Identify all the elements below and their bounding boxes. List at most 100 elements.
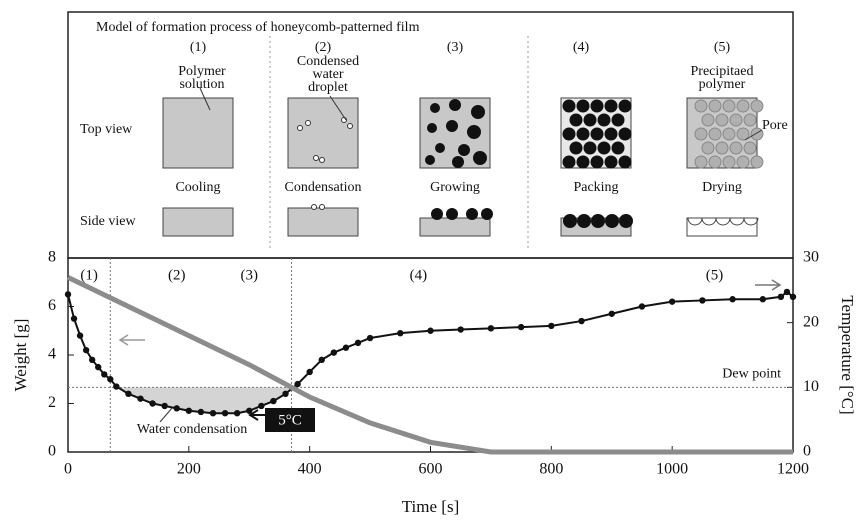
weight-point (578, 317, 585, 325)
droplet (319, 157, 325, 163)
droplet (562, 127, 576, 141)
droplet (591, 214, 605, 228)
weight-point (342, 344, 350, 351)
pore (750, 155, 764, 169)
droplet (618, 127, 632, 141)
droplet (466, 208, 478, 220)
pore (722, 127, 736, 141)
droplet (576, 127, 590, 141)
phase-label: (1) (80, 267, 98, 283)
side-view (686, 217, 758, 237)
pore (743, 113, 757, 127)
droplet (619, 214, 633, 228)
pore (736, 155, 750, 169)
weight-point (517, 323, 525, 331)
weight-point (76, 332, 84, 339)
pore (708, 155, 722, 169)
pore (708, 127, 722, 141)
weight-point (318, 356, 325, 364)
step-number: (1) (190, 40, 207, 55)
pore (729, 141, 743, 155)
droplet (473, 151, 487, 165)
top-view (162, 97, 234, 169)
weight-point (161, 402, 168, 410)
weight-point (82, 346, 90, 354)
phase-label: (3) (241, 267, 259, 283)
pore (701, 141, 715, 155)
droplet (305, 120, 311, 126)
droplet (449, 99, 461, 111)
pore (715, 141, 729, 155)
droplet (569, 113, 583, 127)
droplet (611, 113, 625, 127)
droplet (597, 141, 611, 155)
y2-axis-label: Temperature [°C] (838, 295, 857, 414)
annotation: Water condensation (137, 422, 247, 437)
weight-point (487, 325, 495, 332)
pore (722, 155, 736, 169)
side-view (419, 217, 491, 237)
weight-point (759, 296, 766, 303)
phase-label: (4) (410, 267, 428, 283)
droplet (590, 127, 604, 141)
weight-point (173, 405, 180, 412)
leader (199, 87, 211, 111)
pore (694, 155, 708, 169)
callout: solution (179, 77, 224, 92)
weight-point (95, 363, 102, 371)
phase-label: (2) (168, 267, 186, 283)
x-tick-label: 600 (419, 461, 443, 478)
weight-point (548, 322, 555, 330)
condensation-area (110, 387, 292, 414)
droplet (481, 208, 493, 220)
droplet (458, 144, 470, 156)
pore (708, 99, 722, 113)
droplet (583, 113, 597, 127)
weight-point (88, 356, 96, 364)
droplet (576, 99, 590, 113)
weight-point (101, 371, 108, 378)
weight-point (70, 315, 78, 322)
droplet (467, 125, 481, 139)
step-label: Drying (702, 180, 742, 195)
step-label: Condensation (285, 180, 362, 195)
pore (701, 113, 715, 127)
weight-point (457, 326, 464, 333)
droplet (471, 105, 485, 119)
droplet (435, 143, 445, 153)
callout: water (312, 67, 343, 82)
weight-point (699, 297, 706, 304)
droplet (590, 155, 604, 169)
arrow (118, 334, 145, 346)
droplet (569, 141, 583, 155)
droplet (562, 155, 576, 169)
leader (159, 407, 173, 423)
weight-point (137, 395, 144, 402)
droplet (311, 204, 317, 210)
step-number: (3) (447, 40, 464, 55)
x-tick-label: 400 (298, 461, 322, 478)
droplet (590, 99, 604, 113)
annotation: Dew point (722, 367, 781, 382)
weight-point (209, 410, 217, 417)
pore (750, 99, 764, 113)
y-axis-label: Weight [g] (11, 319, 30, 392)
y2-tick-label: 30 (803, 249, 819, 266)
weight-point (64, 291, 72, 298)
pore-profile (687, 217, 759, 226)
weight-point (729, 296, 736, 303)
x-tick-label: 1200 (777, 461, 809, 478)
temperature-line (66, 275, 793, 455)
weight-point (221, 410, 229, 417)
weight-point (258, 402, 265, 410)
callout: Condensed (297, 54, 359, 69)
droplet (604, 99, 618, 113)
callout: Polymer (178, 64, 226, 79)
weight-point (354, 339, 362, 347)
y-tick-label: 2 (48, 394, 56, 411)
y-tick-label: 8 (48, 249, 56, 266)
phase-label: (5) (706, 267, 724, 283)
side-view (162, 207, 234, 237)
callout: Pore (762, 118, 788, 133)
